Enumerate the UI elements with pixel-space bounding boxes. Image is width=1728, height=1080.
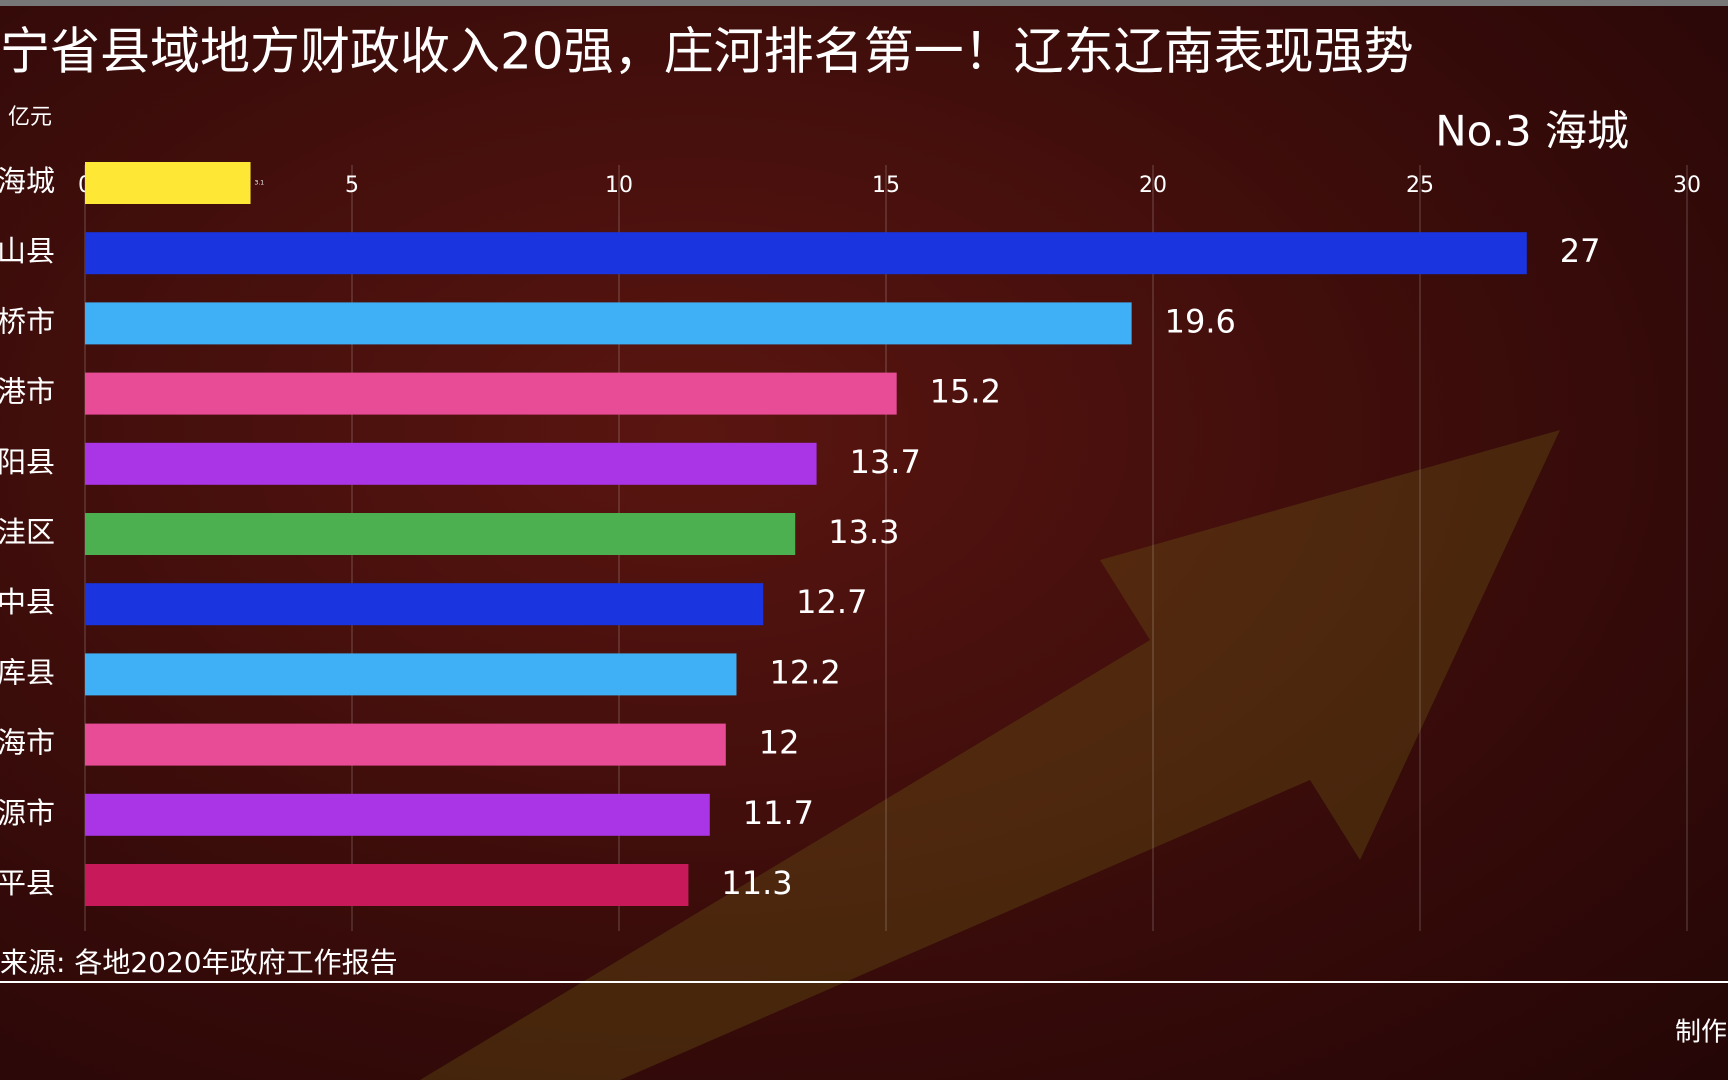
y-tick-label: 平县 (0, 866, 55, 900)
y-tick-label: 山县 (0, 234, 55, 268)
y-tick-label: 港市 (0, 375, 55, 409)
x-tick-label: 25 (1406, 173, 1434, 198)
value-label: 13.7 (850, 443, 921, 481)
bar (85, 513, 796, 555)
bar (85, 723, 726, 766)
bar (85, 793, 710, 836)
x-tick-label: 30 (1673, 173, 1701, 198)
value-label: 15.2 (930, 373, 1001, 411)
y-tick-label: 阳县 (0, 445, 55, 479)
value-label: 3.1 (255, 180, 265, 187)
bar (85, 653, 737, 696)
y-tick-label: 库县 (0, 655, 55, 689)
bar (85, 232, 1527, 275)
value-label: 11.3 (721, 864, 792, 902)
value-label: 12.2 (769, 653, 840, 691)
credit: 制作 (1675, 1018, 1727, 1048)
value-label: 11.7 (743, 794, 814, 832)
bar (85, 583, 764, 626)
bar (85, 442, 817, 485)
y-tick-label: 海市 (0, 726, 55, 760)
x-tick-label: 10 (605, 173, 633, 198)
value-label: 12 (759, 724, 800, 762)
y-tick-label: 中县 (0, 585, 55, 619)
x-tick-label: 15 (872, 173, 900, 198)
top-bar (0, 0, 1728, 6)
y-tick-label: 桥市 (0, 304, 55, 338)
value-label: 19.6 (1165, 302, 1236, 340)
chart-title: 宁省县域地方财政收入20强，庄河排名第一！辽东辽南表现强势 (0, 23, 1414, 81)
value-label: 13.3 (828, 513, 899, 551)
bg-arrow (420, 430, 1560, 1080)
y-tick-label: 源市 (0, 796, 55, 830)
bar (85, 372, 897, 415)
unit-label: 亿元 (8, 105, 52, 130)
bar (85, 302, 1132, 345)
x-tick-label: 5 (345, 173, 359, 198)
value-label: 27 (1560, 232, 1601, 270)
bar (85, 162, 251, 204)
x-tick-label: 20 (1139, 173, 1167, 198)
y-tick-label: 海城 (0, 164, 55, 198)
bar (85, 864, 689, 906)
value-label: 12.7 (796, 583, 867, 621)
y-tick-label: 洼区 (0, 515, 55, 549)
rank-annotation: No.3 海城 (1435, 107, 1629, 156)
source: 来源: 各地2020年政府工作报告 (0, 946, 398, 979)
